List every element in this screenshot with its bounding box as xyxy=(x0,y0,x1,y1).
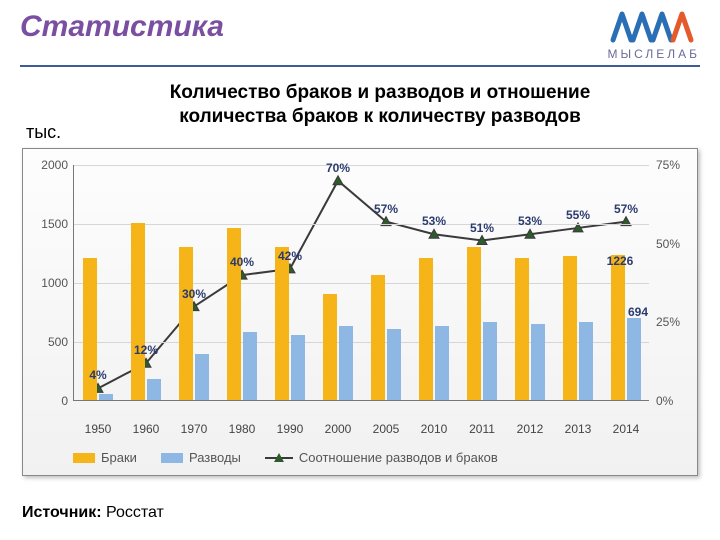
ratio-label: 12% xyxy=(134,343,158,357)
x-tick: 2005 xyxy=(373,422,400,436)
legend-marriages: Браки xyxy=(73,450,137,465)
x-tick: 1980 xyxy=(229,422,256,436)
bar-marriages xyxy=(467,247,481,400)
legend-divorces: Разводы xyxy=(161,450,241,465)
y-right-tick: 50% xyxy=(656,237,680,251)
y-axis-unit: тыс. xyxy=(26,122,61,143)
bar-marriages xyxy=(275,247,289,400)
ratio-label: 53% xyxy=(422,214,446,228)
bar-divorces xyxy=(99,394,113,400)
bar-marriages xyxy=(131,223,145,400)
ratio-label: 70% xyxy=(326,161,350,175)
y-left-tick: 1000 xyxy=(28,276,68,290)
bar-divorces xyxy=(243,332,257,400)
y-right-tick: 75% xyxy=(656,158,680,172)
source: Источник: Росстат xyxy=(22,504,164,522)
x-tick: 1990 xyxy=(277,422,304,436)
bar-divorces xyxy=(291,335,305,400)
bar-divorces xyxy=(195,354,209,400)
end-label-divorces: 694 xyxy=(628,305,648,319)
bar-group xyxy=(131,223,161,400)
legend-ratio: Соотношение разводов и браков xyxy=(265,450,498,465)
bar-divorces xyxy=(579,322,593,400)
y-left-tick: 0 xyxy=(28,394,68,408)
ratio-label: 4% xyxy=(89,368,106,382)
bar-group xyxy=(179,247,209,400)
x-tick: 1950 xyxy=(85,422,112,436)
chart-container: 0 500 1000 1500 2000 0% 25% 50% 75% 1950 1960 1970 1… xyxy=(22,148,698,476)
end-label-marriages: 1226 xyxy=(607,254,634,268)
bar-group xyxy=(275,247,305,400)
x-tick: 1960 xyxy=(133,422,160,436)
bar-divorces xyxy=(531,324,545,400)
bar-marriages xyxy=(323,294,337,400)
page-title: Статистика xyxy=(20,10,224,44)
bar-divorces xyxy=(339,326,353,400)
y-left-tick: 500 xyxy=(28,335,68,349)
bar-group xyxy=(227,228,257,400)
bar-divorces xyxy=(483,322,497,400)
bar-divorces xyxy=(435,326,449,400)
x-tick: 2000 xyxy=(325,422,352,436)
bar-divorces xyxy=(147,379,161,400)
ratio-label: 55% xyxy=(566,208,590,222)
x-tick: 2012 xyxy=(517,422,544,436)
bar-group xyxy=(419,258,449,400)
x-tick: 2010 xyxy=(421,422,448,436)
legend: Браки Разводы Соотношение разводов и бра… xyxy=(73,450,498,465)
bar-divorces xyxy=(387,329,401,400)
x-tick: 2014 xyxy=(613,422,640,436)
header: Статистика МЫСЛЕЛАБ xyxy=(20,10,700,67)
bar-group xyxy=(467,247,497,400)
ratio-label: 30% xyxy=(182,287,206,301)
bar-marriages xyxy=(515,258,529,400)
bar-group xyxy=(515,258,545,400)
ratio-label: 57% xyxy=(374,202,398,216)
y-right-tick: 25% xyxy=(656,315,680,329)
logo-text: МЫСЛЕЛАБ xyxy=(607,47,700,61)
bar-divorces xyxy=(627,318,641,400)
bar-marriages xyxy=(371,275,385,400)
bar-group xyxy=(323,294,353,400)
ratio-label: 51% xyxy=(470,221,494,235)
y-left-tick: 2000 xyxy=(28,158,68,172)
bar-group xyxy=(371,275,401,400)
legend-label: Разводы xyxy=(189,450,241,465)
bar-marriages xyxy=(563,256,577,400)
logo: МЫСЛЕЛАБ xyxy=(607,10,700,61)
bar-marriages xyxy=(611,255,625,400)
bar-group xyxy=(611,255,641,400)
legend-label: Браки xyxy=(101,450,137,465)
x-tick: 2013 xyxy=(565,422,592,436)
logo-icon xyxy=(609,10,699,44)
x-tick: 2011 xyxy=(469,422,495,436)
bar-marriages xyxy=(419,258,433,400)
y-right-tick: 0% xyxy=(656,394,673,408)
ratio-label: 57% xyxy=(614,202,638,216)
y-left-tick: 1500 xyxy=(28,217,68,231)
x-tick: 1970 xyxy=(181,422,208,436)
bar-group xyxy=(563,256,593,400)
chart-title: Количество браков и разводов и отношение… xyxy=(140,81,620,129)
ratio-label: 40% xyxy=(230,255,254,269)
bar-marriages xyxy=(179,247,193,400)
ratio-label: 42% xyxy=(278,249,302,263)
plot-area: 05001000150020000%25%50%75%1950196019701… xyxy=(73,165,649,401)
bar-marriages xyxy=(227,228,241,400)
ratio-label: 53% xyxy=(518,214,542,228)
legend-label: Соотношение разводов и браков xyxy=(299,450,498,465)
